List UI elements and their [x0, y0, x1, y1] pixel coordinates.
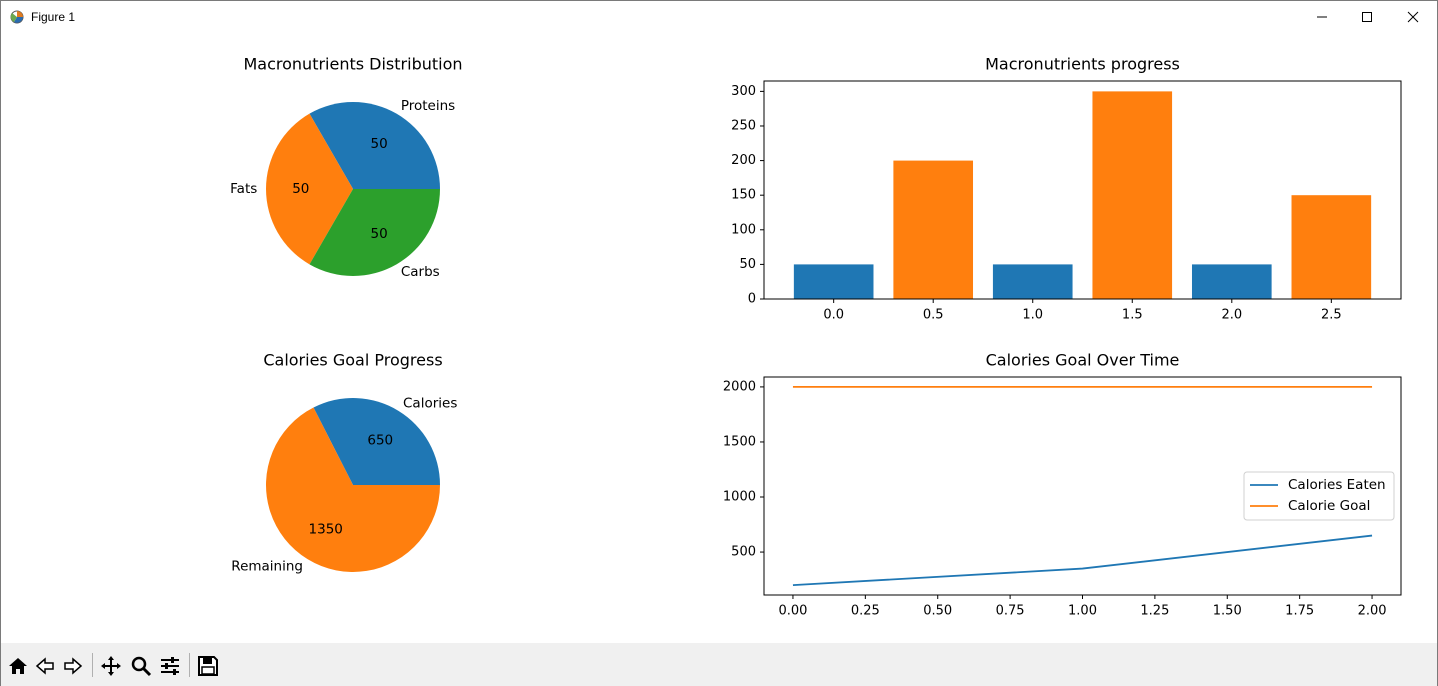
x-tick-label: 1.75	[1285, 604, 1314, 619]
x-tick-label: 1.50	[1213, 604, 1242, 619]
x-tick-label: 1.25	[1140, 604, 1169, 619]
y-tick-label: 0	[748, 292, 756, 307]
bar	[793, 264, 874, 299]
back-button[interactable]	[32, 653, 58, 679]
bar	[893, 160, 974, 299]
home-icon	[9, 658, 27, 674]
bar	[1291, 195, 1372, 299]
x-tick-label: 0.50	[923, 604, 952, 619]
bar	[1191, 264, 1272, 299]
close-icon	[1407, 11, 1419, 23]
pie-value-label: 50	[292, 181, 309, 197]
figure-svg: Macronutrients Distribution Proteins 50 Fat…	[230, 55, 1402, 619]
save-button[interactable]	[195, 653, 221, 679]
pie-value-label: 50	[371, 226, 388, 242]
pan-icon	[101, 656, 121, 676]
chart-title: Macronutrients Distribution	[243, 55, 462, 74]
pie-value-label: 1350	[309, 522, 343, 538]
y-tick-label: 250	[731, 118, 756, 133]
y-tick-label: 2000	[723, 379, 756, 394]
zoom-icon	[131, 656, 152, 677]
minimize-icon	[1317, 16, 1327, 18]
x-tick-label: 1.00	[1068, 604, 1097, 619]
maximize-icon	[1362, 12, 1372, 22]
y-tick-label: 100	[731, 222, 756, 237]
y-tick-label: 500	[731, 545, 756, 560]
figure-canvas[interactable]: Macronutrients Distribution Proteins 50 Fat…	[1, 33, 1437, 643]
pie-slice-carbs	[309, 189, 440, 276]
title-bar[interactable]: Figure 1	[1, 1, 1437, 33]
window-title: Figure 1	[31, 10, 76, 24]
zoom-button[interactable]	[128, 653, 154, 679]
bar	[1092, 91, 1173, 299]
x-tick-label: 0.5	[923, 308, 944, 323]
pie-label: Remaining	[231, 559, 303, 575]
chart-title: Macronutrients progress	[985, 55, 1180, 74]
pie-slice-proteins	[309, 101, 440, 189]
chart-title: Calories Goal Over Time	[986, 351, 1180, 370]
y-tick-label: 200	[731, 153, 756, 168]
pie-label: Calories	[403, 395, 457, 411]
x-tick-label: 0.75	[996, 604, 1025, 619]
legend-label: Calorie Goal	[1288, 498, 1370, 514]
series-line	[792, 534, 1373, 586]
legend-box	[1243, 471, 1395, 521]
x-tick-label: 0.00	[778, 604, 807, 619]
forward-button[interactable]	[60, 653, 86, 679]
pan-button[interactable]	[98, 653, 124, 679]
axes-frame	[763, 80, 1402, 300]
legend-label: Calories Eaten	[1288, 477, 1386, 493]
configure-subplots-icon	[161, 657, 179, 675]
forward-arrow-icon	[64, 657, 83, 675]
x-tick-label: 1.0	[1022, 308, 1043, 323]
x-tick-label: 2.0	[1221, 308, 1242, 323]
maximize-button[interactable]	[1344, 1, 1390, 33]
x-tick-label: 0.25	[851, 604, 880, 619]
chart-title: Calories Goal Progress	[263, 351, 442, 370]
y-tick-label: 1000	[723, 490, 756, 505]
pie-slice-calories	[313, 397, 440, 485]
back-arrow-icon	[35, 657, 54, 675]
toolbar-separator	[92, 653, 93, 677]
pie-value-label: 50	[371, 136, 388, 152]
home-button[interactable]	[5, 653, 31, 679]
pie-label: Fats	[230, 181, 257, 197]
pie-value-label: 650	[367, 432, 393, 448]
y-tick-label: 300	[731, 84, 756, 99]
minimize-button[interactable]	[1299, 1, 1345, 33]
pie-slice-remaining	[266, 407, 440, 572]
x-tick-label: 0.0	[823, 308, 844, 323]
navigation-toolbar	[1, 643, 1437, 686]
configure-subplots-button[interactable]	[157, 653, 183, 679]
pie-label: Carbs	[401, 264, 440, 280]
close-button[interactable]	[1390, 1, 1436, 33]
y-tick-label: 1500	[723, 434, 756, 449]
matplotlib-app-icon	[10, 10, 24, 24]
x-tick-label: 1.5	[1122, 308, 1143, 323]
y-tick-label: 50	[739, 257, 756, 272]
x-tick-label: 2.5	[1321, 308, 1342, 323]
pie-label: Proteins	[401, 98, 455, 114]
save-icon	[198, 656, 218, 676]
y-tick-label: 150	[731, 188, 756, 203]
x-tick-label: 2.00	[1358, 604, 1387, 619]
bar	[992, 264, 1073, 299]
toolbar-separator	[189, 653, 190, 677]
